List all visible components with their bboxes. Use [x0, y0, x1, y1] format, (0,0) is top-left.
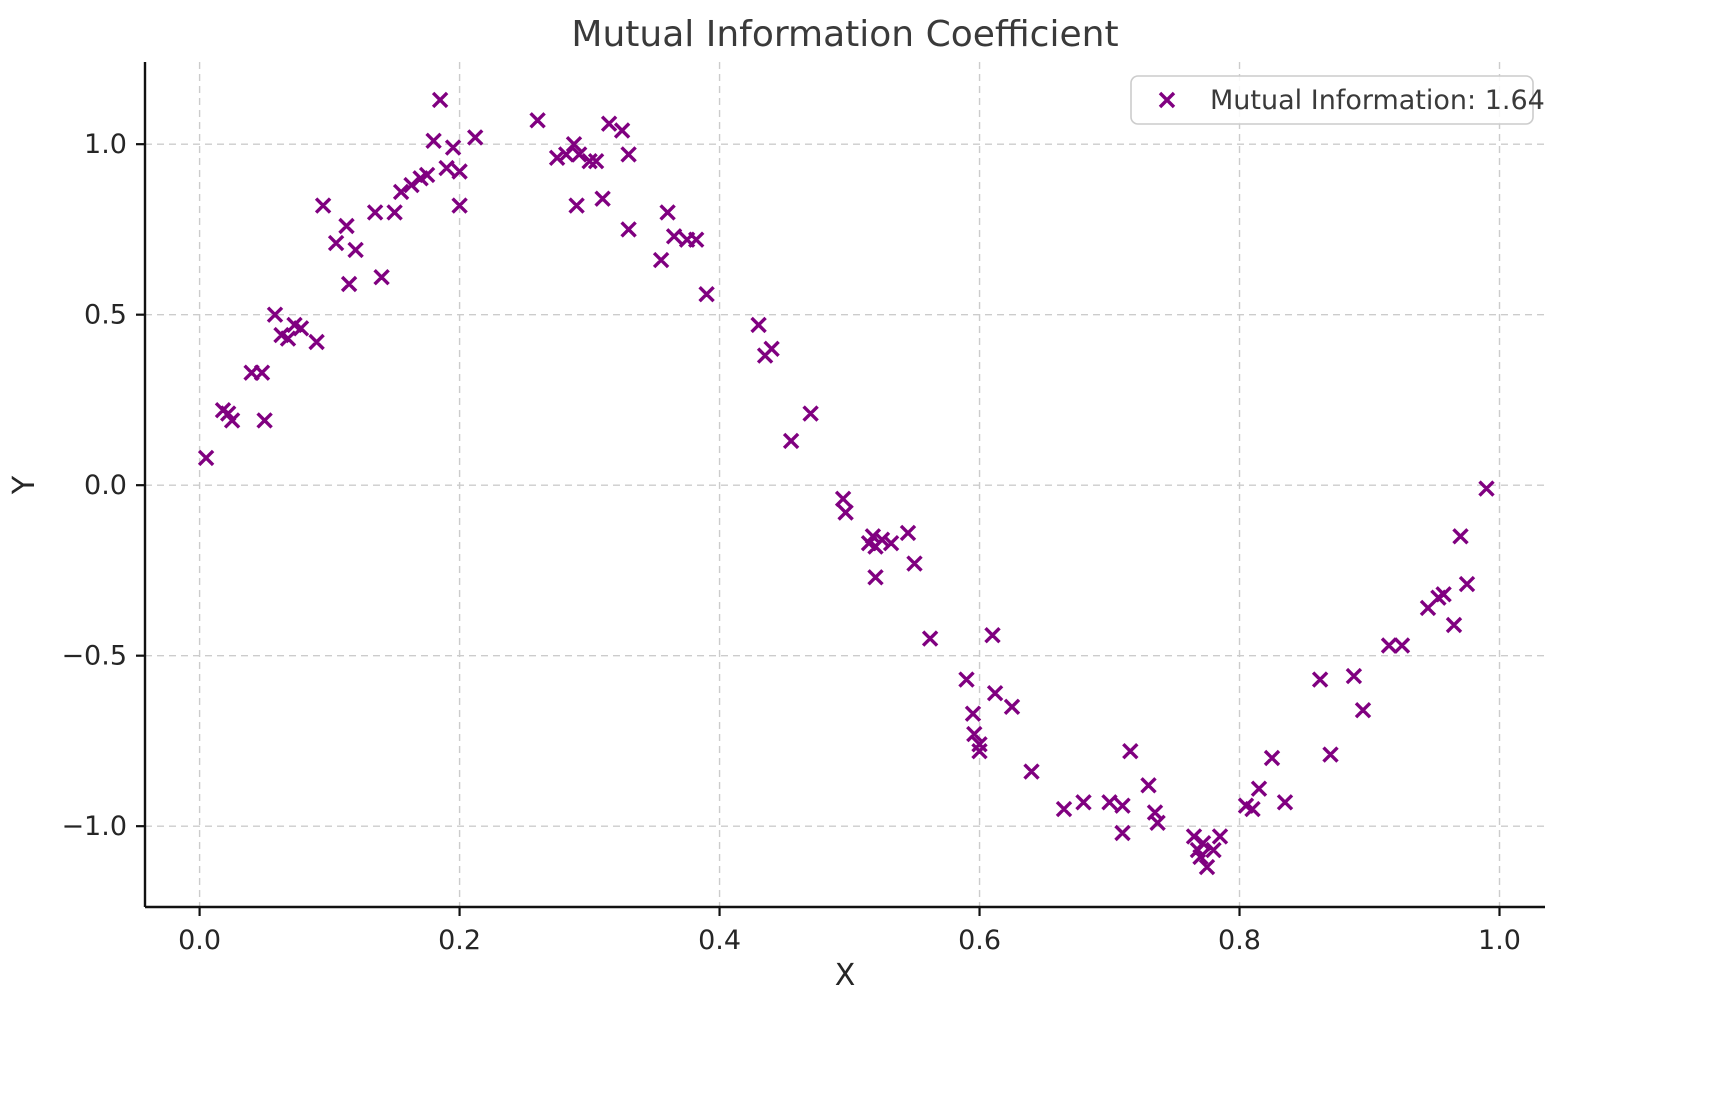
x-tick-label: 0.8: [1218, 925, 1261, 956]
x-tick-label: 0.4: [698, 925, 741, 956]
chart-title: Mutual Information Coefficient: [571, 14, 1118, 55]
y-tick-label: −0.5: [61, 641, 127, 672]
y-tick-label: 0.5: [84, 300, 127, 331]
gridlines: [145, 62, 1545, 907]
legend-marker-x-icon: [1158, 91, 1176, 109]
axis-ticks: [136, 143, 1501, 916]
y-tick-label: −1.0: [61, 811, 127, 842]
x-tick-label: 0.0: [178, 925, 221, 956]
y-tick-label: 0.0: [84, 470, 127, 501]
x-tick-label: 0.2: [438, 925, 481, 956]
legend-label: Mutual Information: 1.64: [1210, 85, 1545, 116]
scatter-markers: [197, 91, 1495, 876]
legend-box: [1130, 75, 1534, 125]
x-axis-label: X: [835, 958, 856, 993]
y-axis-label: Y: [7, 475, 42, 495]
tick-labels: 0.0 0.2 0.4 0.6 0.8 1.0 −1.0 −0.5 0.0 0.5 1.0: [61, 129, 1521, 956]
scatter-series-mutual-information: [197, 91, 1495, 876]
legend: Mutual Information: 1.64: [1130, 75, 1545, 125]
y-tick-label: 1.0: [84, 129, 127, 160]
x-tick-label: 1.0: [1478, 925, 1521, 956]
x-tick-label: 0.6: [958, 925, 1001, 956]
